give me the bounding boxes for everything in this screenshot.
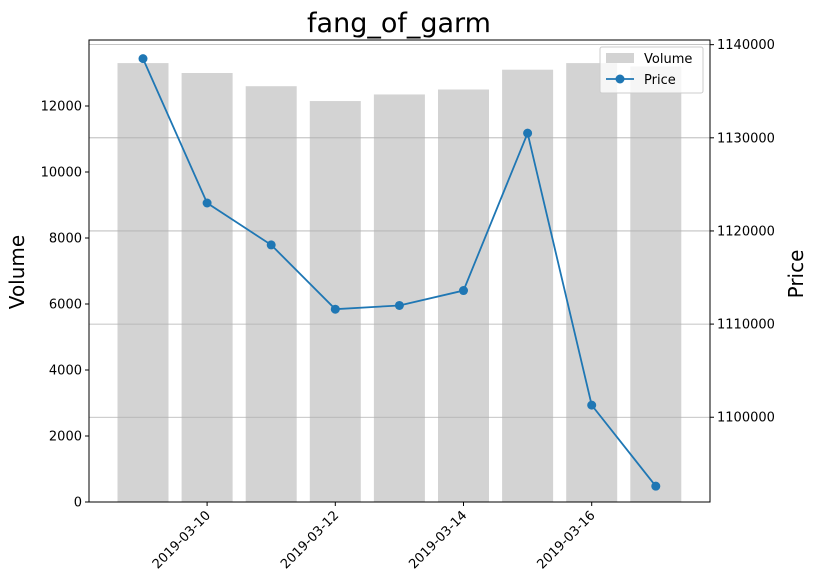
volume-bar bbox=[309, 101, 361, 503]
y-left-tick-label: 4000 bbox=[49, 364, 82, 379]
volume-bar bbox=[245, 86, 297, 502]
y-axis-right-title: Price bbox=[784, 250, 808, 299]
price-point bbox=[394, 300, 404, 310]
price-point bbox=[459, 286, 468, 296]
y-right-tick-label: 1110000 bbox=[717, 318, 775, 333]
legend-volume-swatch bbox=[606, 53, 634, 63]
price-point bbox=[587, 400, 597, 410]
y-left-tick-label: 12000 bbox=[41, 100, 82, 115]
y-left-tick-label: 6000 bbox=[49, 298, 82, 313]
volume-bar bbox=[438, 89, 489, 502]
volume-bar bbox=[373, 94, 425, 502]
y-right-tick-label: 1140000 bbox=[717, 38, 775, 53]
y-left-tick-label: 2000 bbox=[49, 430, 82, 445]
y-right-tick-label: 1120000 bbox=[717, 224, 775, 239]
x-tick-label: 2019-03-10 bbox=[150, 508, 214, 572]
y-axis-left-title: Volume bbox=[5, 235, 29, 309]
legend-volume-label: Volume bbox=[644, 52, 692, 67]
price-point bbox=[138, 54, 148, 64]
price-point bbox=[651, 481, 661, 491]
volume-bar bbox=[502, 69, 554, 502]
volume-bar bbox=[117, 63, 169, 502]
price-point bbox=[523, 128, 533, 138]
y-left-tick-label: 10000 bbox=[41, 166, 82, 181]
legend-price-marker bbox=[615, 74, 625, 84]
price-line-layer bbox=[138, 54, 661, 491]
grid-layer bbox=[89, 44, 710, 418]
legend: Volume Price bbox=[599, 46, 704, 94]
y-left-tick-label: 8000 bbox=[49, 232, 82, 247]
x-tick-label: 2019-03-12 bbox=[278, 508, 342, 572]
chart-title: fang_of_garm bbox=[307, 8, 491, 39]
volume-bar bbox=[181, 73, 233, 502]
bars-layer bbox=[117, 63, 682, 503]
x-tick-label: 2019-03-16 bbox=[534, 508, 598, 572]
y-right-tick-label: 1100000 bbox=[717, 411, 775, 426]
plot-frame bbox=[88, 39, 711, 503]
y-left-tick-label: 0 bbox=[74, 496, 82, 511]
price-point bbox=[330, 304, 340, 314]
x-tick-label: 2019-03-14 bbox=[406, 508, 470, 572]
price-point bbox=[266, 240, 276, 250]
y-right-tick-label: 1130000 bbox=[717, 131, 775, 146]
volume-bar bbox=[566, 63, 618, 502]
volume-bar bbox=[630, 66, 682, 503]
legend-price-label: Price bbox=[644, 73, 676, 88]
price-point bbox=[202, 198, 212, 208]
